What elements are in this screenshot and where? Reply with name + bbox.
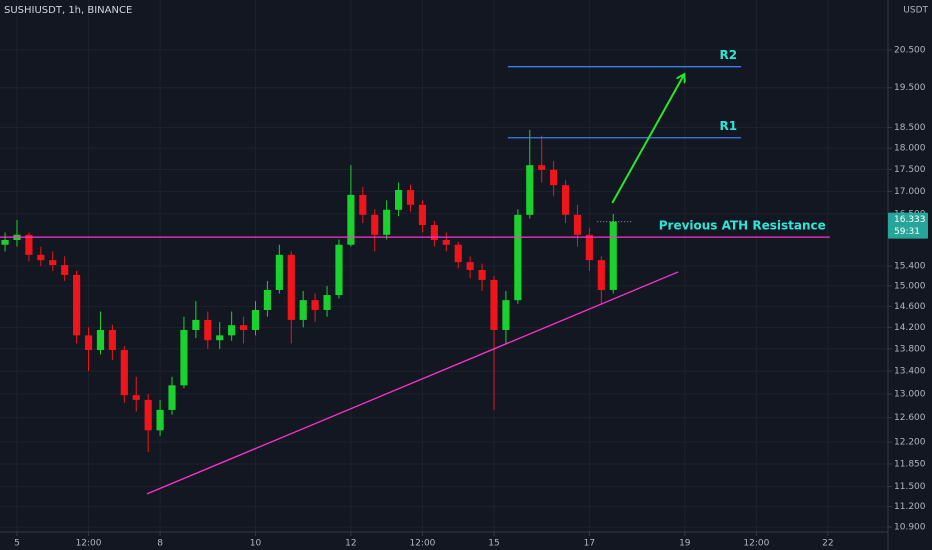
last-price-box [888,212,928,239]
y-tick-label: 13.800 [894,344,926,354]
y-tick-label: 15.400 [894,262,926,272]
x-tick-label: 12:00 [743,539,769,549]
x-tick-label: 22 [822,539,833,549]
candle-body [561,185,570,215]
candle-body [1,239,9,245]
candle-body [418,204,427,225]
x-tick-label: 10 [250,539,262,549]
plot [0,66,830,495]
candle-body [180,329,188,386]
annotation-label: R2 [719,48,737,62]
candle-body [597,260,605,290]
candle-body [156,409,164,431]
candle-body [204,319,212,341]
candle-body [228,325,236,336]
y-tick-label: 11.200 [894,502,926,512]
annotation-line [146,271,679,495]
candle-body [84,335,93,351]
candle-body [335,244,343,296]
candle-body [108,329,116,351]
candle-body [526,165,534,215]
y-tick-label: 17.500 [894,165,926,175]
last-price-label: 16.333 [894,215,926,225]
candle-body [239,325,248,330]
candle-body [406,190,415,205]
candle-body [216,335,224,341]
candle-body [585,234,593,261]
candle-body [263,289,271,310]
candle-body [454,244,462,263]
y-tick-label: 13.400 [894,367,926,377]
candle-body [359,194,367,215]
x-tick-label: 12:00 [76,539,102,549]
candle-body [514,214,522,301]
candle-body [73,274,81,336]
candle-body [275,254,283,290]
annotation-label: Previous ATH Resistance [659,219,826,233]
candle-body [430,224,438,240]
candle-body [132,395,140,400]
arrow [611,75,684,204]
candle-body [502,300,510,330]
candle-body [251,309,260,330]
candle-body [37,254,45,261]
candle-body [168,385,176,410]
x-tick-label: 17 [584,539,595,549]
candle-body [311,300,319,310]
x-tick-label: 12 [345,539,356,549]
y-tick-label: 12.600 [894,413,926,423]
candle-body [395,190,403,210]
y-tick-label: 11.850 [894,459,926,469]
candle-body [347,194,355,245]
y-tick-label: 11.500 [894,482,926,492]
y-tick-label: 10.900 [894,523,926,533]
y-tick-label: 18.000 [894,144,926,154]
y-tick-label: 20.500 [894,45,926,55]
y-tick-label: 19.500 [894,83,926,93]
candle-body [466,262,474,270]
candle-body [573,214,582,235]
y-axis-label: USDT [903,6,928,16]
candle-body [144,399,152,431]
candle-body [25,234,33,255]
y-tick-label: 15.000 [894,281,926,291]
y-tick-label: 18.500 [894,123,926,133]
y-tick-label: 14.600 [894,302,926,312]
candle-body [96,329,105,351]
annotation-label: R1 [719,119,737,133]
candle-body [609,221,617,290]
candle-body [442,239,450,245]
candle-body [61,265,69,275]
candle-body [383,209,391,235]
x-tick-label: 8 [157,539,163,549]
candle-body [323,295,331,310]
y-tick-label: 14.200 [894,323,926,333]
candle-body [371,214,379,235]
candle-body [192,319,200,330]
candle-body [299,300,307,320]
x-tick-label: 5 [14,539,20,549]
candle-body [49,260,57,266]
candle-body [538,165,546,170]
y-tick-label: 12.200 [894,438,926,448]
y-tick-label: 17.000 [894,187,926,197]
y-tick-label: 13.000 [894,390,926,400]
candle-body [490,279,498,330]
countdown-label: 59:31 [894,227,920,237]
x-tick-label: 19 [679,539,691,549]
candle-body [550,169,558,186]
x-tick-label: 12:00 [409,539,435,549]
x-tick-label: 15 [488,539,499,549]
candle-body [287,254,295,320]
chart-title: SUSHIUSDT, 1h, BINANCE [4,5,132,16]
candle-body [478,269,486,280]
candle-body [120,350,128,396]
